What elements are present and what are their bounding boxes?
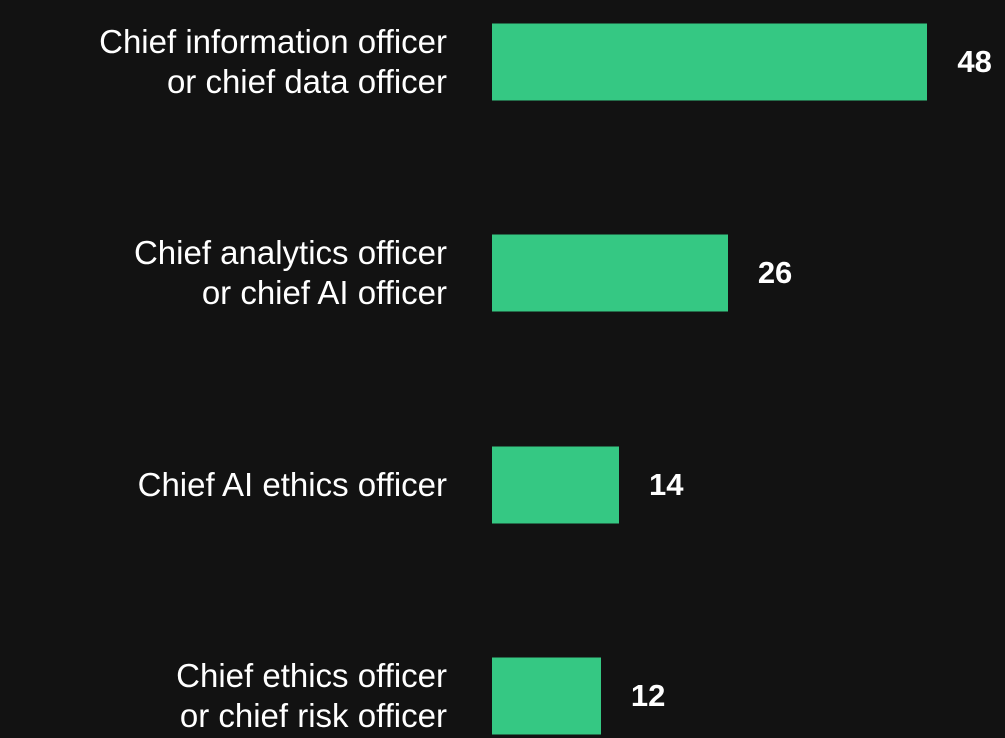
category-label: Chief information officer or chief data … xyxy=(99,23,447,100)
bar xyxy=(492,234,728,312)
bar xyxy=(492,446,619,524)
category-label: Chief analytics officer or chief AI offi… xyxy=(133,234,447,312)
value-label: 26 xyxy=(757,255,793,291)
category-label: Chief ethics officer or chief risk offic… xyxy=(176,656,447,734)
bar xyxy=(492,23,928,101)
category-label: Chief AI ethics officer xyxy=(137,465,447,503)
bar xyxy=(492,657,601,735)
value-label: 48 xyxy=(957,44,992,79)
value-label: 12 xyxy=(630,677,666,713)
value-label: 14 xyxy=(648,466,684,502)
